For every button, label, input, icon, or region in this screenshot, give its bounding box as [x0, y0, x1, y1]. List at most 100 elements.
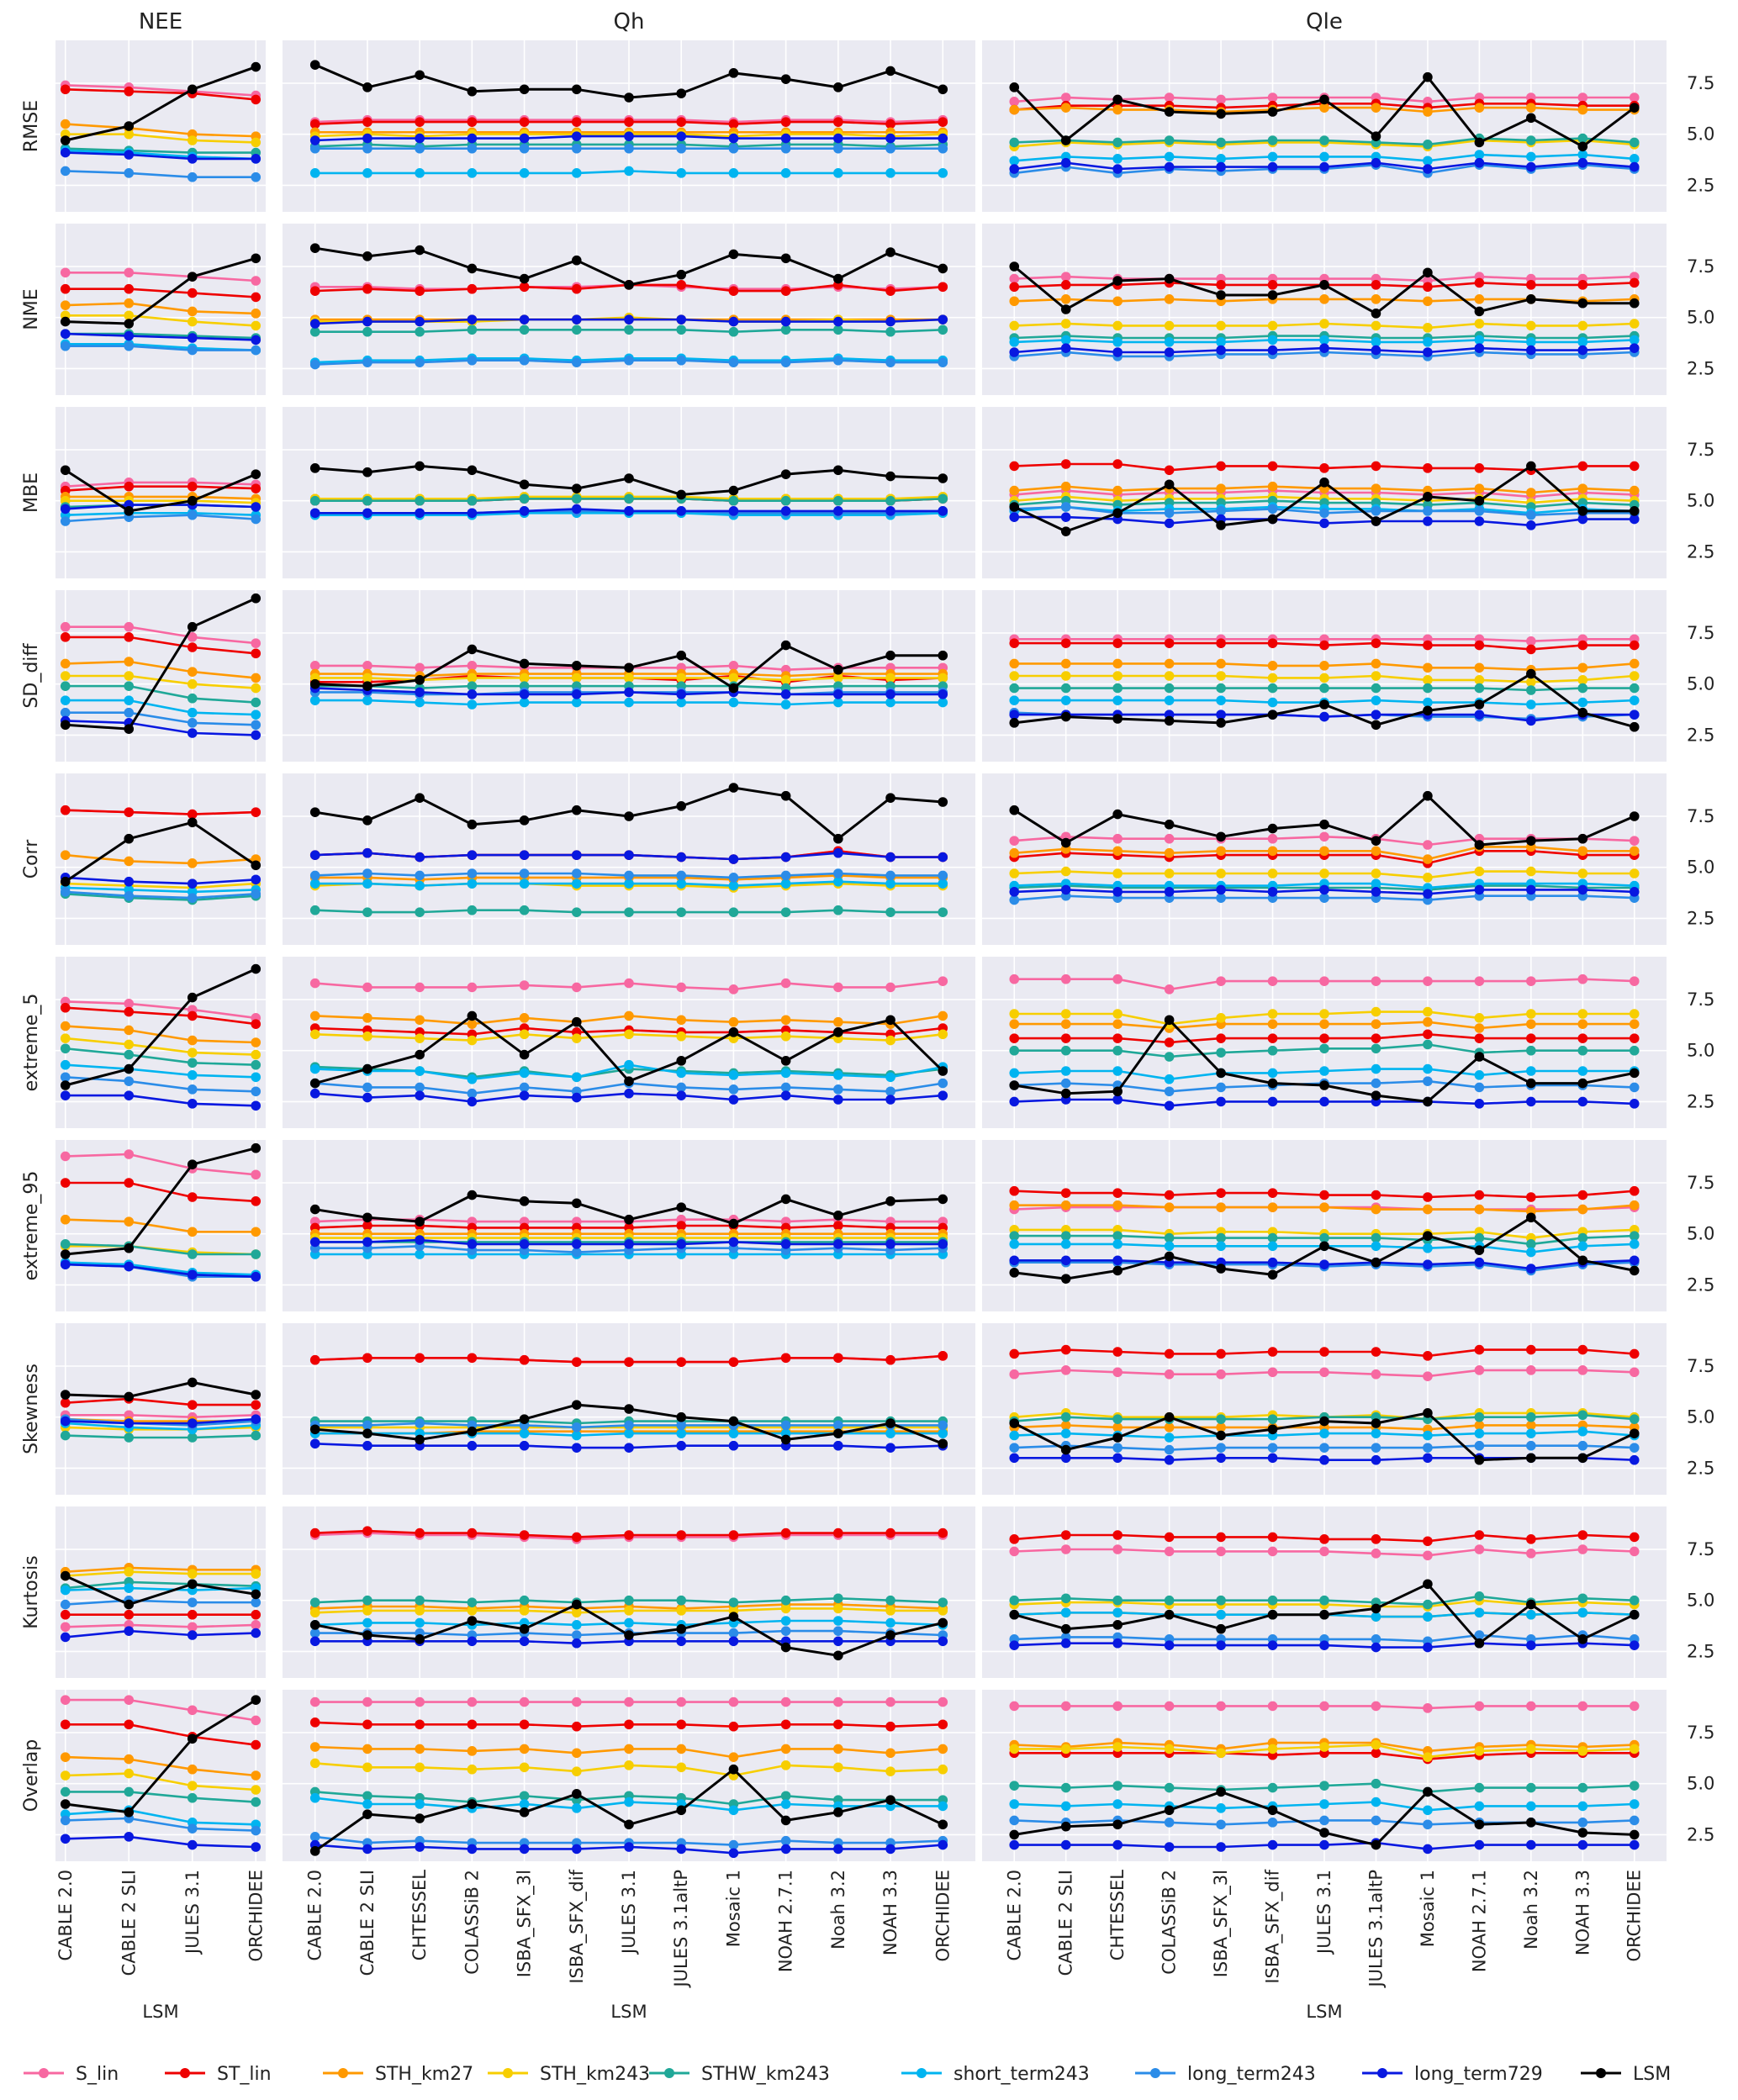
- data-point-st-lin: [833, 1221, 843, 1231]
- data-point-long-term729: [1629, 514, 1640, 525]
- series-line-sthw-km243: [65, 684, 256, 704]
- data-point-sthw-km243: [1423, 683, 1433, 694]
- data-point-lsm: [1629, 1265, 1640, 1276]
- series-line-sthw-km243: [65, 893, 256, 901]
- data-point-lsm: [1629, 1829, 1640, 1840]
- data-point-sthw-km243: [467, 1597, 478, 1607]
- data-point-long-term243: [1371, 1443, 1381, 1453]
- data-point-s-lin: [1164, 1546, 1175, 1557]
- data-point-long-term243: [309, 1628, 320, 1638]
- data-point-s-lin: [1060, 973, 1071, 984]
- data-point-short-term243: [676, 697, 687, 708]
- data-point-sth-km243: [571, 673, 582, 683]
- series-line-lsm: [64, 820, 257, 883]
- data-point-long-term243: [362, 868, 372, 879]
- data-point-st-lin: [1474, 463, 1485, 473]
- data-point-lsm: [938, 1438, 948, 1449]
- data-point-lsm: [251, 860, 261, 871]
- data-point-lsm: [1164, 819, 1175, 830]
- data-point-long-term729: [1526, 1839, 1536, 1850]
- x-tick-label-cable-2-sli: CABLE 2 SLI: [119, 1870, 139, 1976]
- data-point-sth-km243: [251, 1785, 261, 1795]
- data-point-short-term243: [624, 1059, 634, 1070]
- data-point-s-lin: [60, 621, 71, 632]
- data-point-s-lin: [1526, 636, 1536, 646]
- x-tick-label-jules-3-1: JULES 3.1: [619, 1870, 639, 1955]
- data-point-st-lin: [251, 807, 261, 817]
- data-point-long-term729: [1371, 345, 1381, 356]
- panel-qh-rmse: [283, 40, 975, 212]
- data-point-s-lin: [415, 1696, 425, 1707]
- data-point-long-term729: [1319, 1096, 1329, 1107]
- data-point-st-lin: [1371, 1033, 1381, 1043]
- data-point-s-lin: [1629, 1367, 1640, 1378]
- data-point-long-term243: [1164, 1444, 1175, 1455]
- data-point-st-lin: [885, 119, 895, 129]
- data-point-long-term729: [519, 1844, 530, 1855]
- data-point-long-term729: [124, 1261, 135, 1272]
- series-line-sth-km27: [65, 1025, 256, 1044]
- data-point-sth-km243: [1060, 671, 1071, 681]
- data-point-long-term729: [1267, 887, 1278, 897]
- data-point-sthw-km243: [885, 326, 895, 337]
- data-point-sth-km27: [1423, 296, 1433, 307]
- data-point-short-term243: [1319, 151, 1329, 162]
- data-point-s-lin: [124, 1149, 135, 1159]
- data-point-short-term243: [309, 879, 320, 889]
- data-point-s-lin: [362, 982, 372, 993]
- series-line-long-term243: [65, 514, 256, 523]
- data-point-lsm: [1060, 1088, 1071, 1099]
- data-point-s-lin: [1164, 1369, 1175, 1380]
- data-point-lsm: [1629, 1428, 1640, 1438]
- data-point-long-term729: [1009, 1453, 1020, 1464]
- data-point-short-term243: [1371, 879, 1381, 889]
- data-point-st-lin: [676, 1221, 687, 1231]
- legend-item-long-term243: long_term243: [1135, 2064, 1316, 2085]
- data-point-long-term729: [362, 847, 372, 858]
- data-point-st-lin: [938, 282, 948, 293]
- data-point-long-term729: [624, 850, 634, 860]
- data-point-long-term243: [60, 166, 71, 177]
- data-point-long-term729: [728, 1095, 739, 1105]
- series-line-s-lin: [65, 1623, 256, 1628]
- data-point-long-term243: [519, 1082, 530, 1093]
- data-point-long-term243: [1371, 1078, 1381, 1089]
- data-point-sth-km27: [187, 667, 198, 677]
- data-point-short-term243: [519, 1068, 530, 1079]
- data-point-sth-km27: [1112, 1200, 1123, 1211]
- data-point-lsm: [187, 1733, 198, 1744]
- data-point-sthw-km243: [1319, 1232, 1329, 1243]
- data-point-sth-km27: [1009, 1019, 1020, 1029]
- data-point-sth-km243: [124, 1768, 135, 1779]
- data-point-long-term729: [676, 689, 687, 699]
- row-label-kurtosis: Kurtosis: [21, 1555, 42, 1628]
- data-point-short-term243: [467, 168, 478, 178]
- series-line-short-term243: [65, 511, 256, 516]
- panel-qh-sd-diff: [283, 590, 975, 762]
- data-point-lsm: [1319, 94, 1329, 105]
- data-point-st-lin: [519, 117, 530, 127]
- data-point-lsm: [885, 1015, 895, 1026]
- data-point-sthw-km243: [1112, 1414, 1123, 1424]
- data-point-long-term243: [1423, 1443, 1433, 1453]
- data-point-sthw-km243: [1526, 1239, 1536, 1249]
- data-point-lsm: [251, 253, 261, 264]
- data-point-s-lin: [362, 1696, 372, 1707]
- data-point-sth-km243: [187, 1047, 198, 1058]
- data-point-long-term243: [60, 707, 71, 718]
- data-point-long-term243: [1267, 504, 1278, 514]
- x-tick-label-orchidee: ORCHIDEE: [932, 1870, 953, 1961]
- data-point-long-term243: [728, 1839, 739, 1850]
- data-point-short-term243: [1526, 1609, 1536, 1620]
- panel-nee-extreme-5: [55, 957, 266, 1128]
- data-point-lsm: [1423, 790, 1433, 801]
- data-point-short-term243: [676, 1068, 687, 1079]
- series-line-sth-km243: [65, 1570, 256, 1577]
- data-point-st-lin: [1060, 1530, 1071, 1540]
- data-point-short-term243: [1060, 1239, 1071, 1249]
- data-point-s-lin: [1423, 976, 1433, 986]
- data-point-short-term243: [1112, 1066, 1123, 1076]
- data-point-lsm: [415, 1434, 425, 1445]
- data-point-sth-km243: [624, 1760, 634, 1770]
- data-point-long-term729: [1577, 1839, 1588, 1850]
